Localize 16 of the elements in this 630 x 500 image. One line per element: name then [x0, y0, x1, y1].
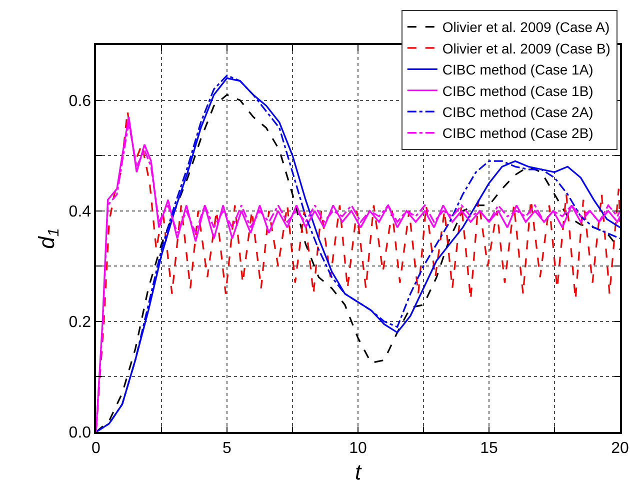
y-tick-label: 0.0	[68, 424, 92, 442]
legend-label: CIBC method (Case 1B)	[442, 82, 594, 99]
legend-label: CIBC method (Case 1A)	[442, 62, 594, 78]
legend-label: Olivier et al. 2009 (Case B)	[442, 40, 610, 56]
y-tick-label: 0.6	[68, 92, 92, 110]
legend-label: CIBC method (Case 2B)	[442, 125, 594, 142]
x-axis-title: t	[354, 459, 362, 484]
y-tick-label: 0.4	[68, 203, 92, 220]
legend-label: Olivier et al. 2009 (Case A)	[442, 19, 610, 36]
x-tick-label: 15	[480, 440, 498, 457]
legend-label: CIBC method (Case 2A)	[442, 104, 594, 120]
x-tick-label: 10	[349, 440, 367, 457]
x-tick-label: 0	[92, 440, 101, 457]
y-tick-label: 0.2	[68, 314, 92, 332]
x-tick-label: 20	[611, 440, 629, 457]
x-tick-label: 5	[222, 440, 232, 457]
